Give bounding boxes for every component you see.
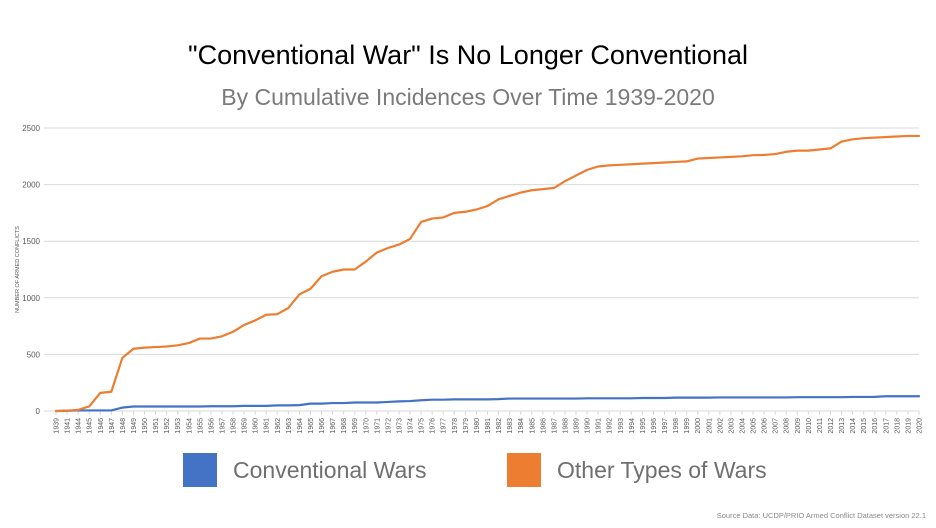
x-tick-label-1977: 1977 [441, 418, 448, 434]
legend-swatch-conventional-wars [183, 453, 217, 487]
x-tick-label-1992: 1992 [607, 418, 614, 434]
x-tick-label-1965: 1965 [308, 418, 315, 434]
x-tick-label-1950: 1950 [142, 418, 149, 434]
x-tick-label-2020: 2020 [917, 418, 924, 434]
x-tick-label-1998: 1998 [673, 418, 680, 434]
series-line-other-types-of-wars [54, 134, 921, 413]
x-tick-label-1955: 1955 [197, 418, 204, 434]
x-tick-label-1952: 1952 [164, 418, 171, 434]
y-tick-label-500: 500 [27, 350, 41, 359]
x-tick-label-1994: 1994 [629, 418, 636, 434]
x-tick-label-2000: 2000 [695, 418, 702, 434]
x-tick-label-2007: 2007 [773, 418, 780, 434]
x-tick-label-2001: 2001 [706, 418, 713, 434]
x-tick-label-1982: 1982 [496, 418, 503, 434]
x-tick-label-2010: 2010 [806, 418, 813, 434]
x-tick-label-2005: 2005 [751, 418, 758, 434]
x-tick-label-1951: 1951 [153, 418, 160, 434]
x-tick-label-1947: 1947 [109, 418, 116, 434]
x-tick-label-2017: 2017 [883, 418, 890, 434]
series-line-conventional-wars [54, 395, 921, 413]
x-tick-label-2006: 2006 [762, 418, 769, 434]
x-tick-label-1979: 1979 [463, 418, 470, 434]
x-tick-label-1946: 1946 [98, 418, 105, 434]
x-tick-label-1987: 1987 [551, 418, 558, 434]
x-tick-label-1962: 1962 [275, 418, 282, 434]
x-tick-label-1975: 1975 [419, 418, 426, 434]
chart-legend: Conventional Wars Other Types of Wars [0, 449, 936, 491]
legend-item-conventional-wars: Conventional Wars [183, 449, 426, 491]
x-tick-label-1957: 1957 [219, 418, 226, 434]
x-tick-label-1969: 1969 [352, 418, 359, 434]
x-tick-label-1971: 1971 [374, 418, 381, 434]
x-tick-label-1973: 1973 [396, 418, 403, 434]
x-tick-label-1939: 1939 [54, 418, 61, 434]
x-tick-label-1974: 1974 [408, 418, 415, 434]
x-tick-label-1976: 1976 [430, 418, 437, 434]
x-tick-label-1966: 1966 [319, 418, 326, 434]
x-tick-label-2012: 2012 [828, 418, 835, 434]
x-tick-label-1997: 1997 [662, 418, 669, 434]
x-tick-label-1991: 1991 [596, 418, 603, 434]
legend-label-other-types-of-wars: Other Types of Wars [557, 456, 767, 483]
x-tick-label-2011: 2011 [817, 418, 824, 433]
x-tick-label-1945: 1945 [87, 418, 94, 434]
x-tick-label-1960: 1960 [253, 418, 260, 434]
x-tick-label-2018: 2018 [894, 418, 901, 434]
x-tick-label-1989: 1989 [574, 418, 581, 434]
y-tick-label-2000: 2000 [22, 181, 40, 190]
x-tick-label-1961: 1961 [264, 418, 271, 434]
x-tick-label-1995: 1995 [640, 418, 647, 434]
y-axis-title: NUMBER OF ARMED CONFLICTS [15, 226, 21, 313]
x-tick-label-1953: 1953 [175, 418, 182, 434]
x-tick-label-1986: 1986 [540, 418, 547, 434]
x-tick-label-2013: 2013 [839, 418, 846, 434]
source-note: Source Data: UCDP/PRIO Armed Conflict Da… [716, 511, 926, 520]
x-tick-label-1988: 1988 [562, 418, 569, 434]
legend-label-conventional-wars: Conventional Wars [233, 456, 427, 483]
x-tick-label-2015: 2015 [861, 418, 868, 434]
x-tick-label-1959: 1959 [242, 418, 249, 434]
x-tick-label-2003: 2003 [728, 418, 735, 434]
x-tick-label-1944: 1944 [76, 418, 83, 434]
x-tick-label-1980: 1980 [474, 418, 481, 434]
x-tick-label-2019: 2019 [905, 418, 912, 434]
x-tick-label-1968: 1968 [341, 418, 348, 434]
legend-item-other-types-of-wars: Other Types of Wars [507, 449, 767, 491]
y-tick-label-1500: 1500 [22, 237, 40, 246]
x-tick-label-1996: 1996 [651, 418, 658, 434]
x-tick-label-1978: 1978 [452, 418, 459, 434]
x-tick-label-1964: 1964 [297, 418, 304, 434]
x-tick-label-1970: 1970 [363, 418, 370, 434]
x-tick-label-1983: 1983 [507, 418, 514, 434]
y-tick-label-1000: 1000 [22, 294, 40, 303]
x-tick-label-1981: 1981 [485, 418, 492, 434]
x-tick-label-2009: 2009 [795, 418, 802, 434]
x-tick-label-1999: 1999 [684, 418, 691, 434]
y-tick-label-0: 0 [36, 407, 41, 416]
chart-title: "Conventional War" Is No Longer Conventi… [188, 40, 748, 70]
x-tick-label-1990: 1990 [585, 418, 592, 434]
x-tick-label-2014: 2014 [850, 418, 857, 434]
x-tick-label-1963: 1963 [286, 418, 293, 434]
x-tick-label-1967: 1967 [330, 418, 337, 434]
x-tick-label-1954: 1954 [186, 418, 193, 434]
x-tick-label-1949: 1949 [131, 418, 138, 434]
x-tick-label-1993: 1993 [618, 418, 625, 434]
x-tick-label-1948: 1948 [120, 418, 127, 434]
legend-swatch-other-types-of-wars [507, 453, 541, 487]
chart-subtitle: By Cumulative Incidences Over Time 1939-… [221, 84, 715, 110]
x-tick-label-1941: 1941 [65, 418, 72, 434]
y-tick-label-2500: 2500 [22, 124, 40, 133]
x-tick-label-1956: 1956 [208, 418, 215, 434]
x-tick-label-1985: 1985 [529, 418, 536, 434]
x-tick-label-2008: 2008 [784, 418, 791, 434]
x-tick-label-2002: 2002 [717, 418, 724, 434]
x-tick-label-1958: 1958 [231, 418, 238, 434]
x-tick-label-1984: 1984 [518, 418, 525, 434]
x-tick-label-2004: 2004 [739, 418, 746, 434]
x-tick-label-2016: 2016 [872, 418, 879, 434]
x-tick-label-1972: 1972 [385, 418, 392, 434]
